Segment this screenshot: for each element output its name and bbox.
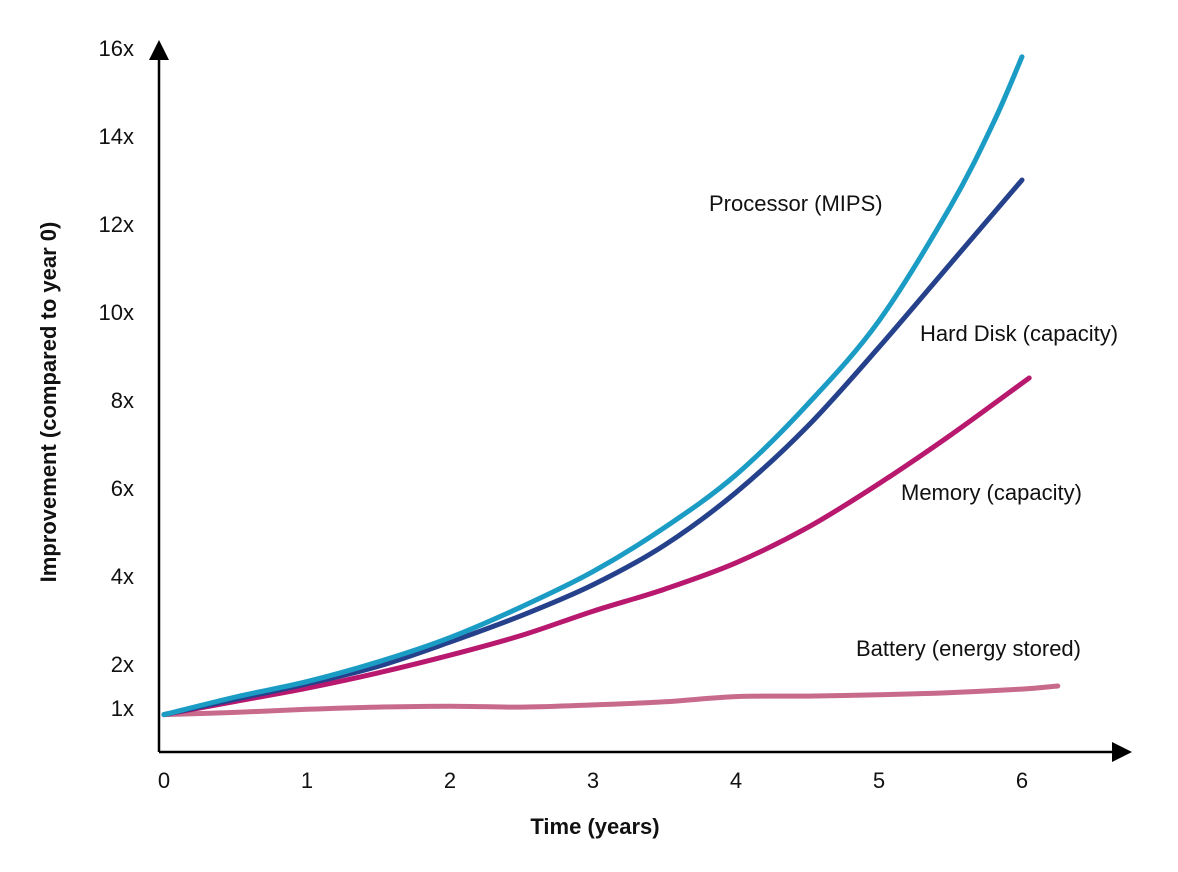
series-line-processor xyxy=(164,57,1022,715)
x-axis-title: Time (years) xyxy=(530,814,659,839)
series-line-hard-disk xyxy=(164,180,1022,715)
x-tick-label: 2 xyxy=(444,768,456,793)
y-tick-label: 4x xyxy=(111,564,134,589)
series-label-battery: Battery (energy stored) xyxy=(856,636,1081,661)
series-label-hard-disk: Hard Disk (capacity) xyxy=(920,321,1118,346)
line-chart: 0 1 2 3 4 5 6 1x 2x 4x 6x 8x 10x 12x 14x 16x Time (yea… xyxy=(0,0,1178,872)
x-tick-label: 3 xyxy=(587,768,599,793)
y-tick-label: 6x xyxy=(111,476,134,501)
series-label-memory: Memory (capacity) xyxy=(901,480,1082,505)
y-tick-labels: 1x 2x 4x 6x 8x 10x 12x 14x 16x xyxy=(99,36,134,721)
y-tick-label: 12x xyxy=(99,212,134,237)
series-label-processor: Processor (MIPS) xyxy=(709,191,883,216)
y-axis-arrow xyxy=(149,40,169,60)
series-line-memory xyxy=(164,378,1029,715)
y-tick-label: 1x xyxy=(111,696,134,721)
x-tick-label: 5 xyxy=(873,768,885,793)
x-tick-labels: 0 1 2 3 4 5 6 xyxy=(158,768,1028,793)
x-tick-label: 6 xyxy=(1016,768,1028,793)
x-tick-label: 0 xyxy=(158,768,170,793)
y-tick-label: 14x xyxy=(99,124,134,149)
series-lines xyxy=(164,57,1058,715)
x-axis-arrow xyxy=(1112,742,1132,762)
y-tick-label: 8x xyxy=(111,388,134,413)
y-axis-title: Improvement (compared to year 0) xyxy=(36,222,61,583)
y-tick-label: 2x xyxy=(111,652,134,677)
y-tick-label: 16x xyxy=(99,36,134,61)
x-tick-label: 4 xyxy=(730,768,742,793)
x-tick-label: 1 xyxy=(301,768,313,793)
y-tick-label: 10x xyxy=(99,300,134,325)
